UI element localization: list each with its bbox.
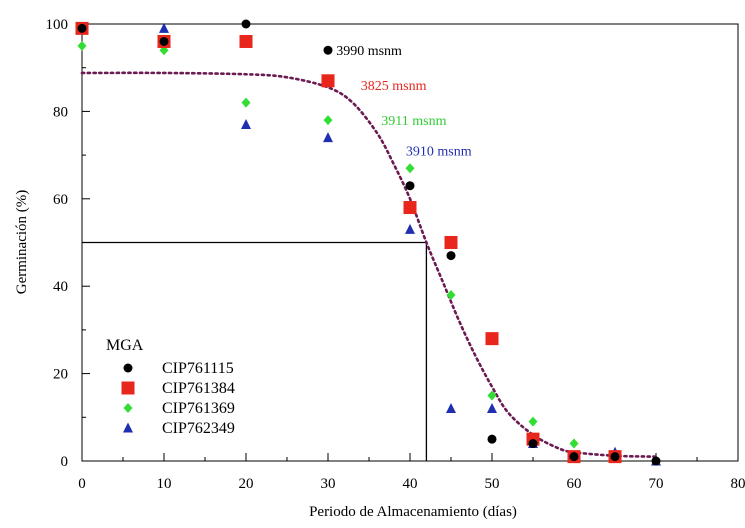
x-tick-label: 60 bbox=[567, 476, 582, 492]
annotation-label: 3990 msnm bbox=[336, 44, 402, 59]
legend-marker-cip762349 bbox=[123, 423, 133, 433]
data-point-cip762349 bbox=[405, 224, 415, 234]
data-point-cip761115 bbox=[529, 439, 538, 448]
data-point-cip761384 bbox=[486, 332, 499, 345]
legend-label: CIP761369 bbox=[162, 400, 235, 417]
data-point-cip761115 bbox=[160, 37, 169, 46]
data-point-cip761115 bbox=[652, 457, 661, 466]
y-tick-label: 80 bbox=[53, 104, 68, 120]
x-tick-label: 40 bbox=[403, 476, 418, 492]
data-point-cip761369 bbox=[406, 163, 415, 173]
annotation-label: 3910 msnm bbox=[406, 145, 472, 160]
data-point-cip761369 bbox=[78, 41, 87, 51]
x-axis-label: Periodo de Almacenamiento (días) bbox=[309, 504, 517, 520]
data-point-cip761115 bbox=[406, 181, 415, 190]
data-point-cip762349 bbox=[323, 132, 333, 142]
data-point-cip761115 bbox=[570, 452, 579, 461]
data-point-cip761115 bbox=[611, 452, 620, 461]
data-point-cip761384 bbox=[322, 74, 335, 87]
annotations-group: 3990 msnm 3825 msnm 3911 msnm 3910 msnm bbox=[336, 44, 472, 160]
y-tick-label: 0 bbox=[61, 454, 69, 470]
data-point-cip761369 bbox=[242, 98, 251, 108]
data-point-cip762349 bbox=[446, 403, 456, 413]
data-point-cip761369 bbox=[570, 439, 579, 449]
legend-label: CIP762349 bbox=[162, 420, 235, 437]
annotation-label: 3911 msnm bbox=[381, 114, 446, 129]
legend-marker-cip761115 bbox=[124, 364, 133, 373]
legend-marker-cip761369 bbox=[124, 403, 133, 413]
y-tick-label: 40 bbox=[53, 279, 68, 295]
data-point-cip761384 bbox=[445, 236, 458, 249]
legend-title: MGA bbox=[106, 337, 144, 354]
x-tick-label: 20 bbox=[239, 476, 254, 492]
data-point-cip762349 bbox=[241, 119, 251, 129]
y-axis-label: Germinación (%) bbox=[14, 190, 30, 295]
data-point-cip761115 bbox=[242, 20, 251, 29]
data-point-cip761115 bbox=[78, 24, 87, 33]
y-tick-label: 60 bbox=[53, 192, 68, 208]
legend-marker-cip761384 bbox=[122, 382, 135, 395]
data-point-cip761115 bbox=[488, 435, 497, 444]
data-point-cip761115 bbox=[324, 46, 333, 55]
x-tick-label: 30 bbox=[321, 476, 336, 492]
data-point-cip761384 bbox=[404, 201, 417, 214]
x-tick-label: 70 bbox=[649, 476, 664, 492]
data-point-cip761384 bbox=[240, 35, 253, 48]
legend-label: CIP761115 bbox=[162, 360, 234, 377]
x-tick-label: 50 bbox=[485, 476, 500, 492]
annotation-label: 3825 msnm bbox=[361, 79, 427, 94]
y-tick-label: 20 bbox=[53, 367, 68, 383]
data-point-cip761115 bbox=[447, 251, 456, 260]
data-point-cip762349 bbox=[487, 403, 497, 413]
x-tick-label: 10 bbox=[157, 476, 172, 492]
legend: MGA CIP761115 CIP761384 CIP761369 CIP762349 bbox=[106, 337, 235, 437]
legend-label: CIP761384 bbox=[162, 380, 235, 397]
x-tick-label: 0 bbox=[78, 476, 86, 492]
data-point-cip761369 bbox=[529, 417, 538, 427]
y-tick-label: 100 bbox=[46, 17, 69, 33]
data-point-cip761369 bbox=[324, 115, 333, 125]
x-tick-label: 80 bbox=[731, 476, 745, 492]
